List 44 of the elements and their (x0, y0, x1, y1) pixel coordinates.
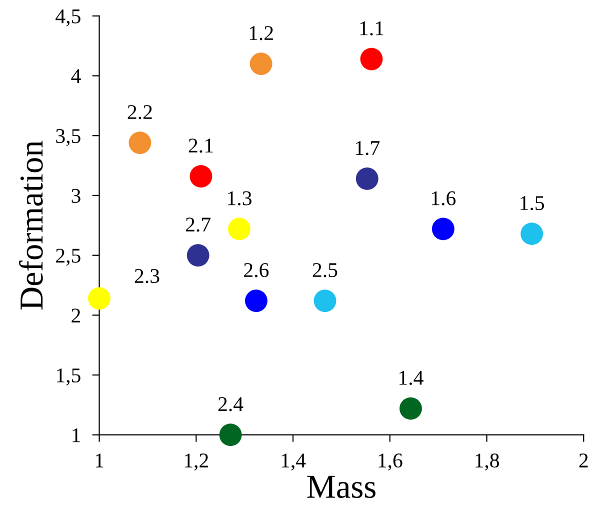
x-tick-label: 1 (96, 454, 104, 468)
annotation: 2.4 (218, 397, 244, 412)
y-tick-label: 1,5 (57, 368, 80, 386)
y-tick-label: 4 (71, 69, 81, 84)
annotation: 2.5 (312, 263, 338, 278)
annotation: 2.2 (128, 105, 152, 120)
x-axis-title: Mass (307, 476, 376, 498)
annotation: 1.3 (228, 191, 252, 206)
point (400, 397, 422, 420)
point (314, 290, 336, 312)
point (186, 244, 210, 267)
point (432, 218, 454, 240)
y-tick-label: 2,5 (56, 248, 80, 266)
annotation: 2.7 (186, 218, 211, 232)
x-tick-label: 1,4 (282, 454, 306, 471)
x-tick-label: 1,2 (184, 454, 208, 471)
annotation: 2.3 (134, 269, 160, 284)
point (219, 424, 242, 446)
point (228, 218, 250, 240)
y-tick-label: 2 (72, 308, 80, 322)
annotation: 2.6 (244, 263, 269, 278)
point (88, 287, 110, 310)
y-tick-label: 3,5 (56, 129, 80, 146)
point (356, 168, 378, 190)
point (128, 132, 152, 154)
point (360, 48, 383, 70)
point (190, 165, 212, 188)
x-tick-label: 1,8 (476, 454, 499, 471)
point (520, 222, 544, 245)
point (250, 52, 272, 76)
annotation: 1.7 (356, 141, 380, 156)
point (245, 290, 268, 312)
y-tick-label: 3 (72, 188, 80, 203)
x-tick-label: 2 (579, 454, 588, 468)
y-tick-label: 4,5 (56, 9, 80, 26)
annotation: 1.6 (432, 191, 456, 206)
annotation: 1.1 (360, 21, 384, 36)
annotation: 1.4 (400, 370, 424, 385)
annotation: 1.2 (250, 26, 273, 40)
y-tick-label: 1 (72, 428, 80, 442)
x-tick-label: 1,6 (378, 454, 402, 471)
y-axis-title: Deformation (19, 140, 43, 310)
annotation: 1.5 (520, 196, 544, 210)
annotation: 2.1 (188, 138, 213, 153)
